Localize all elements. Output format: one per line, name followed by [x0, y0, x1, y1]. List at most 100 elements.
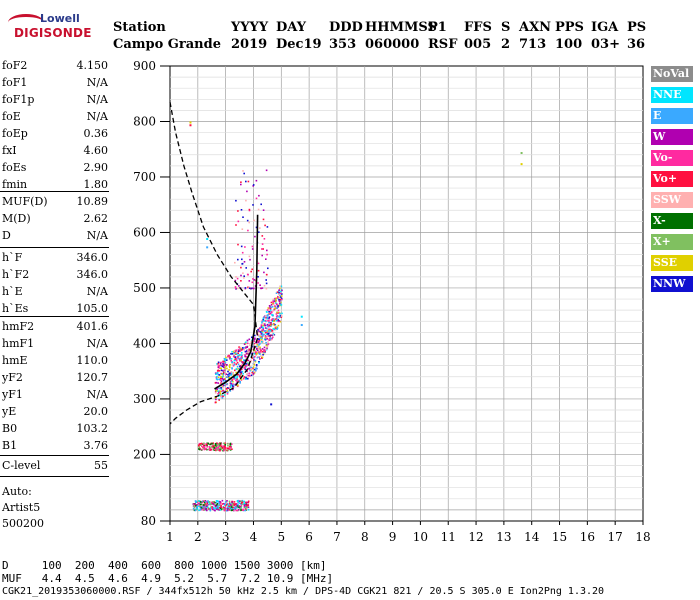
- echo-point: [241, 363, 243, 366]
- param-row-b0: B0 103.2: [2, 422, 108, 439]
- echo-point: [264, 330, 267, 332]
- echo-point: [237, 363, 240, 366]
- echo-point: [209, 443, 211, 446]
- echo-point: [208, 508, 210, 510]
- echo-point: [261, 248, 263, 250]
- echo-point: [279, 300, 281, 303]
- echo-point: [211, 506, 213, 508]
- echo-point: [277, 296, 280, 299]
- echo-point: [232, 388, 234, 391]
- echo-point: [246, 190, 248, 193]
- echo-point: [248, 349, 250, 352]
- echo-point: [257, 348, 259, 351]
- y-tick-label: 800: [133, 114, 156, 128]
- echo-point: [220, 388, 223, 390]
- echo-point: [227, 391, 229, 394]
- param-name: foEp: [2, 127, 28, 140]
- echo-point: [238, 346, 240, 348]
- echo-point: [226, 359, 228, 361]
- echo-point: [225, 449, 227, 451]
- echo-point: [229, 504, 231, 507]
- x-tick-label: 15: [552, 530, 567, 544]
- echo-point: [218, 500, 220, 503]
- echo-point: [226, 449, 228, 452]
- header-col-10: IGA: [591, 20, 619, 35]
- echo-point: [222, 361, 224, 364]
- echo-point: [267, 317, 270, 320]
- echo-point: [263, 271, 265, 274]
- echo-point: [269, 334, 271, 337]
- param-row-b1: B1 3.76: [2, 439, 108, 456]
- echo-point: [247, 180, 250, 183]
- echo-point: [261, 328, 263, 331]
- echo-point: [217, 369, 219, 372]
- echo-point: [276, 303, 278, 306]
- echo-point: [279, 315, 282, 317]
- echo-point: [200, 507, 202, 510]
- echo-point: [198, 500, 200, 502]
- echo-point: [256, 356, 259, 359]
- echo-point: [263, 316, 266, 318]
- echo-point: [235, 363, 237, 365]
- echo-point: [250, 368, 253, 370]
- echo-point: [260, 287, 262, 290]
- echo-point: [256, 340, 259, 342]
- echo-point: [228, 354, 230, 357]
- echo-point: [240, 505, 243, 508]
- echo-point: [215, 373, 217, 375]
- echo-point: [248, 348, 250, 351]
- echo-point: [263, 238, 266, 240]
- echo-point: [260, 338, 262, 341]
- echo-point: [241, 501, 244, 503]
- echo-point: [248, 255, 251, 258]
- echo-point: [248, 367, 251, 370]
- echo-point: [246, 506, 248, 509]
- echo-point: [247, 367, 250, 370]
- echo-point: [269, 335, 271, 338]
- echo-point: [257, 329, 259, 331]
- echo-point: [270, 301, 273, 304]
- echo-point: [217, 362, 219, 365]
- echo-point: [234, 261, 236, 264]
- echo-point: [220, 372, 222, 375]
- echo-point: [218, 391, 220, 394]
- echo-point: [224, 504, 227, 507]
- echo-point: [244, 350, 247, 353]
- echo-point: [242, 372, 244, 375]
- echo-point: [259, 336, 262, 338]
- echo-point: [230, 372, 233, 375]
- echo-point: [236, 361, 239, 364]
- echo-point: [236, 277, 239, 280]
- param-value: 346.0: [76, 268, 109, 281]
- echo-point: [232, 355, 235, 358]
- echo-point: [221, 396, 224, 399]
- echo-point: [236, 500, 239, 503]
- param-name: foEs: [2, 161, 27, 174]
- echo-point: [253, 359, 255, 361]
- echo-point: [267, 267, 269, 270]
- echo-point: [243, 367, 245, 369]
- echo-point: [223, 384, 226, 387]
- echo-point: [206, 504, 209, 506]
- param-name: MUF(D): [2, 195, 48, 208]
- echo-point: [212, 503, 215, 506]
- echo-point: [199, 509, 202, 511]
- echo-point: [216, 449, 218, 451]
- echo-point: [251, 268, 253, 271]
- echo-point: [276, 291, 279, 293]
- echo-point: [224, 390, 226, 393]
- echo-point: [255, 179, 258, 182]
- echo-point: [258, 340, 261, 342]
- echo-point: [196, 507, 198, 510]
- x-tick-label: 7: [333, 530, 341, 544]
- echo-point: [224, 442, 226, 444]
- echo-point: [222, 386, 224, 389]
- echo-point: [219, 442, 222, 445]
- echo-point: [272, 300, 274, 303]
- echo-point: [222, 370, 225, 372]
- echo-point: [239, 500, 241, 502]
- header-value-6: 005: [464, 37, 492, 52]
- echo-point: [262, 218, 265, 221]
- echo-point: [223, 367, 226, 369]
- echo-point: [247, 508, 250, 511]
